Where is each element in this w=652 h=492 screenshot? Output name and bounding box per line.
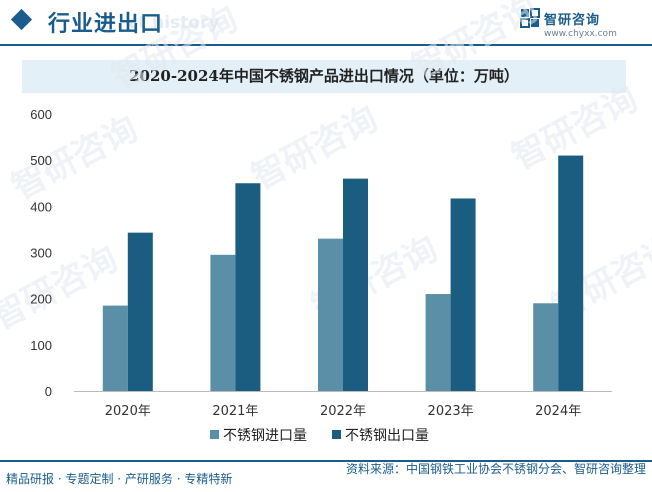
brand-logo-icon: [520, 8, 540, 28]
bar-import: [425, 294, 451, 391]
legend-label: 不锈钢出口量: [345, 428, 429, 444]
brand: 智研咨询 www.chyxx.com: [520, 6, 636, 42]
x-tick-label: 2022年: [320, 404, 366, 419]
bar-export: [450, 198, 476, 391]
header-divider: [0, 44, 652, 46]
section-title: 行业进出口: [48, 12, 164, 37]
y-tick-label: 100: [30, 338, 52, 353]
bar-chart: 0 100 200 300 400 500 600 2020年 2021年 2022年 2023年 2…: [30, 107, 612, 444]
legend-swatch: [332, 430, 341, 439]
bar-import: [210, 254, 236, 391]
y-tick-label: 0: [45, 384, 52, 399]
bar-export: [127, 232, 153, 391]
brand-url: www.chyxx.com: [544, 29, 617, 39]
y-tick-label: 200: [30, 292, 52, 307]
bar-export: [558, 155, 584, 391]
x-tick-label: 2024年: [535, 404, 581, 419]
footer-divider: [0, 460, 652, 462]
x-tick-label: 2023年: [428, 404, 474, 419]
y-tick-label: 500: [30, 153, 52, 168]
chart-title-box: 2020-2024年中国不锈钢产品进出口情况（单位：万吨）: [22, 60, 626, 93]
header: ct history 行业进出口 智研咨询 www.chyxx.com: [0, 0, 652, 44]
chart-title: 2020-2024年中国不锈钢产品进出口情况（单位：万吨）: [129, 67, 519, 85]
x-tick-label: 2021年: [212, 404, 258, 419]
bar-import: [102, 305, 128, 391]
data-source: 资料来源：中国钢铁工业协会不锈钢分会、智研咨询整理: [345, 462, 646, 476]
y-tick-label: 600: [30, 107, 52, 122]
bar-import: [533, 303, 559, 391]
bar-import: [318, 238, 343, 391]
legend-label: 不锈钢进口量: [223, 428, 307, 444]
bar-export: [235, 183, 261, 391]
footer-tagline: 精品研报 · 专题定制 · 产研服务 · 专精特新: [6, 472, 233, 486]
bar-export: [343, 178, 368, 391]
ghost-title: ct history: [128, 13, 220, 33]
brand-name: 智研咨询: [544, 13, 601, 28]
y-tick-label: 300: [30, 246, 52, 261]
x-tick-label: 2020年: [105, 404, 151, 419]
y-tick-label: 400: [30, 199, 52, 214]
legend-swatch: [210, 430, 219, 439]
